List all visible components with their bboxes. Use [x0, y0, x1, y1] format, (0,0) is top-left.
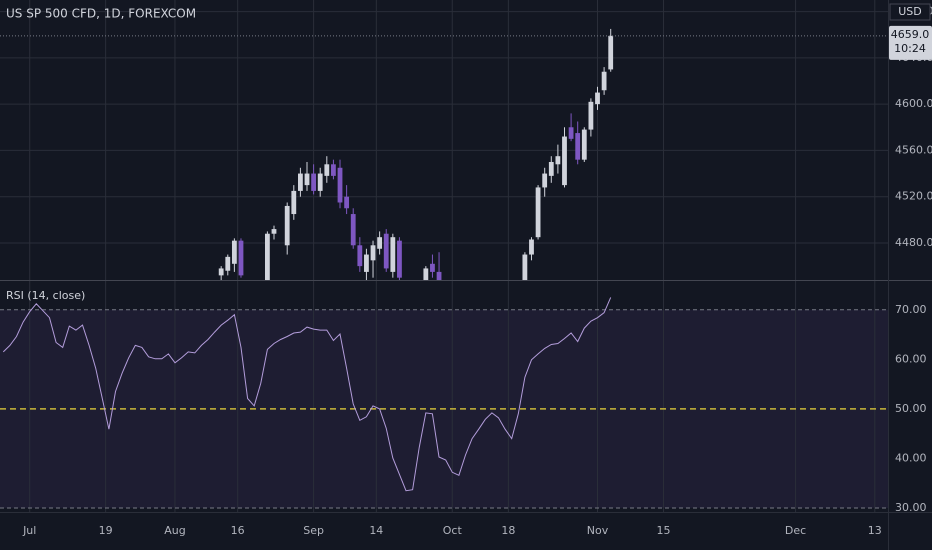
currency-label: USD [898, 5, 922, 18]
candle-body [568, 127, 574, 139]
price-pane [0, 0, 888, 280]
rsi-line [2, 297, 612, 492]
candle-body [575, 133, 581, 160]
candle-body [581, 129, 587, 160]
candle-body [291, 190, 297, 215]
candle-body [377, 237, 383, 249]
x-tick-label: Oct [443, 524, 463, 537]
x-tick-label: Sep [303, 524, 324, 537]
y-tick-label: 40.00 [895, 451, 927, 464]
candle-body [337, 167, 343, 203]
candle-body [555, 156, 561, 165]
rsi-pane [0, 281, 888, 512]
candle-body [364, 254, 369, 272]
last-price-label: 4659.0 [891, 28, 930, 41]
x-tick-label: 15 [657, 524, 671, 537]
candle-body [542, 173, 548, 188]
candle-body [304, 173, 310, 186]
x-tick-label: Jul [22, 524, 36, 537]
y-tick-label: 4520.0 [895, 190, 932, 203]
candle-body [529, 239, 534, 255]
candle-body [344, 196, 350, 209]
x-tick-label: Nov [587, 524, 609, 537]
y-tick-label: 30.00 [895, 501, 927, 514]
candle-body [284, 205, 290, 246]
currency-box [889, 3, 931, 21]
x-tick-label: 13 [868, 524, 882, 537]
candle-body [522, 254, 528, 280]
candle-body [608, 35, 614, 70]
candle-body [271, 229, 277, 234]
candle-body [430, 263, 435, 272]
x-tick-label: 14 [369, 524, 383, 537]
x-tick-label: Aug [164, 524, 185, 537]
axes: 4480.04520.04560.04600.04640.04680.0USD4… [22, 3, 932, 537]
candle-body [390, 237, 396, 272]
candle-body [601, 71, 607, 91]
candle-body [311, 173, 317, 191]
y-tick-label: 4560.0 [895, 143, 932, 156]
candle-body [436, 271, 442, 280]
candle-body [535, 187, 541, 238]
candle-body [548, 161, 554, 176]
x-tick-label: 16 [231, 524, 245, 537]
candle-body [350, 214, 356, 246]
chart-title: US SP 500 CFD, 1D, FOREXCOM [6, 7, 196, 21]
y-tick-label: 4480.0 [895, 236, 932, 249]
x-tick-label: Dec [785, 524, 806, 537]
x-tick-label: 18 [501, 524, 515, 537]
countdown-label: 10:24 [894, 42, 926, 55]
candle-body [370, 245, 376, 261]
candle-body [225, 256, 231, 271]
candle-body [264, 233, 270, 280]
candle-body [383, 233, 389, 269]
candle-body [595, 92, 600, 105]
candle-body [562, 136, 567, 186]
candle-body [218, 268, 224, 276]
candle-body [238, 240, 244, 276]
candle-body [397, 240, 402, 278]
y-tick-label: 50.00 [895, 402, 927, 415]
candle-body [317, 173, 323, 191]
candle-body [423, 268, 429, 280]
candle-body [331, 164, 336, 176]
candle-body [298, 173, 303, 191]
candle-body [231, 240, 237, 264]
y-tick-label: 60.00 [895, 352, 927, 365]
candle-body [588, 101, 594, 130]
y-tick-label: 4600.0 [895, 97, 932, 110]
y-tick-label: 70.00 [895, 303, 927, 316]
x-tick-label: 19 [99, 524, 113, 537]
last-price-box [889, 25, 932, 60]
candle-body [357, 245, 363, 267]
candle-body [324, 164, 330, 176]
rsi-title: RSI (14, close) [6, 289, 85, 302]
